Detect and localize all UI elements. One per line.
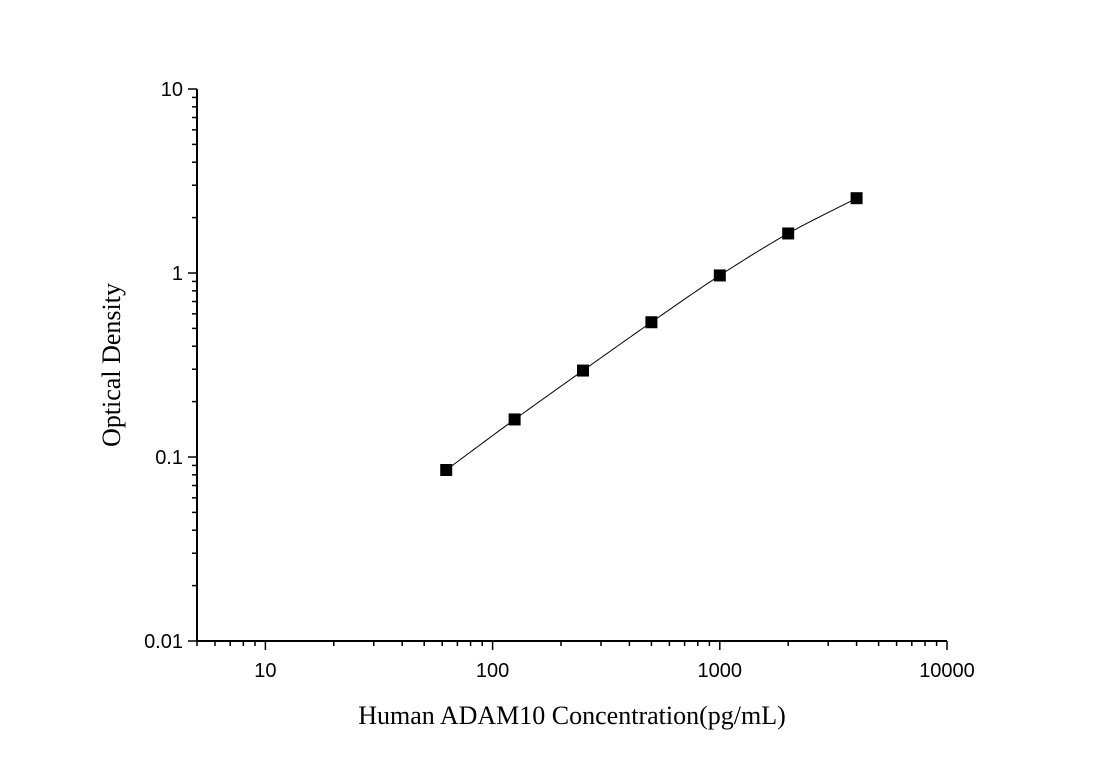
- data-point: [645, 316, 658, 329]
- x-axis-title: Human ADAM10 Concentration(pg/mL): [358, 701, 786, 730]
- x-tick-label: 10000: [919, 660, 975, 682]
- x-tick-label: 100: [476, 660, 509, 682]
- data-point: [850, 192, 863, 205]
- axes: 10 100 1000 10000 0.01 0.1 1 10: [144, 79, 975, 682]
- x-tick-label: 10: [254, 660, 276, 682]
- data-points: [440, 192, 863, 476]
- y-tick-label: 0.1: [155, 447, 183, 469]
- y-tick-label: 10: [161, 79, 183, 101]
- x-tick-label: 1000: [698, 660, 743, 682]
- y-tick-label: 0.01: [144, 631, 183, 653]
- y-tick-label: 1: [172, 263, 183, 285]
- data-point: [577, 364, 590, 377]
- y-axis-title: Optical Density: [97, 283, 126, 447]
- data-point: [440, 463, 453, 476]
- data-point: [782, 227, 795, 240]
- data-point: [713, 269, 726, 282]
- fit-curve: [445, 197, 857, 471]
- data-point: [508, 413, 521, 426]
